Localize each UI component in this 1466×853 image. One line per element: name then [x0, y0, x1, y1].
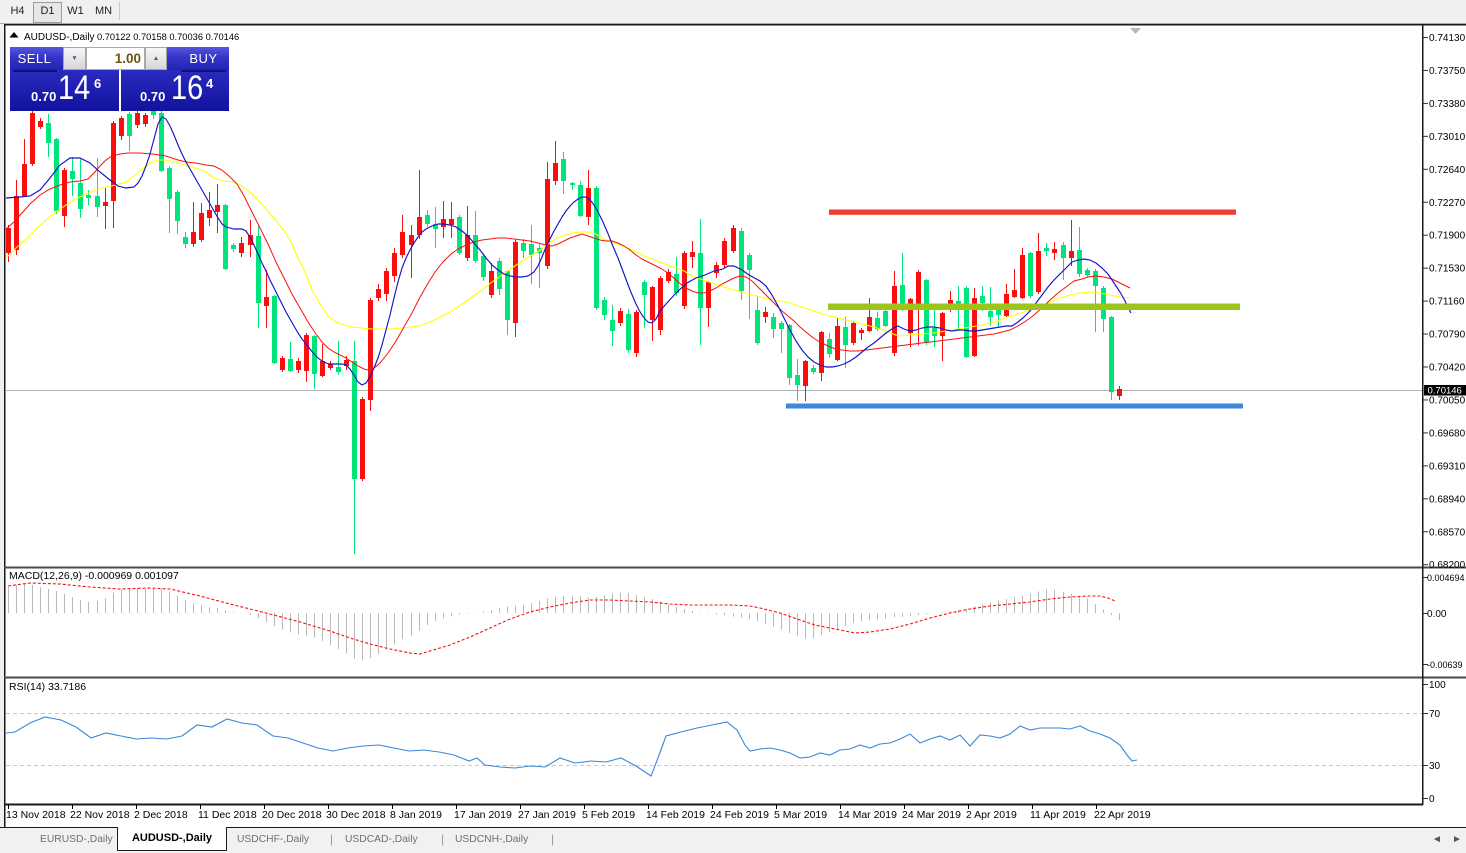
- svg-text:24 Feb 2019: 24 Feb 2019: [710, 809, 769, 821]
- svg-text:0.68940: 0.68940: [1429, 494, 1466, 505]
- svg-text:14 Mar 2019: 14 Mar 2019: [838, 809, 897, 821]
- svg-text:0.70146: 0.70146: [1428, 386, 1462, 397]
- svg-text:0.69680: 0.69680: [1429, 428, 1466, 439]
- svg-text:0: 0: [1429, 794, 1435, 805]
- svg-text:5 Mar 2019: 5 Mar 2019: [774, 809, 827, 821]
- svg-text:0.68570: 0.68570: [1429, 527, 1466, 538]
- svg-text:20 Dec 2018: 20 Dec 2018: [262, 809, 322, 821]
- svg-text:2 Apr 2019: 2 Apr 2019: [966, 809, 1017, 821]
- svg-text:30: 30: [1429, 761, 1441, 772]
- svg-text:0.71160: 0.71160: [1429, 297, 1465, 308]
- svg-text:30 Dec 2018: 30 Dec 2018: [326, 809, 386, 821]
- svg-text:0.004694: 0.004694: [1427, 573, 1465, 583]
- svg-text:0.72640: 0.72640: [1429, 165, 1466, 176]
- svg-text:22 Nov 2018: 22 Nov 2018: [70, 809, 130, 821]
- svg-text:0.00: 0.00: [1427, 609, 1447, 620]
- svg-text:70: 70: [1429, 709, 1441, 720]
- svg-text:0.69310: 0.69310: [1429, 461, 1466, 472]
- svg-text:0.73380: 0.73380: [1429, 99, 1466, 110]
- svg-text:5 Feb 2019: 5 Feb 2019: [582, 809, 635, 821]
- svg-text:0.70790: 0.70790: [1429, 330, 1466, 341]
- svg-text:0.70420: 0.70420: [1429, 363, 1466, 374]
- svg-text:0.73750: 0.73750: [1429, 66, 1466, 77]
- svg-text:100: 100: [1429, 680, 1446, 691]
- svg-text:2 Dec 2018: 2 Dec 2018: [134, 809, 188, 821]
- svg-text:24 Mar 2019: 24 Mar 2019: [902, 809, 961, 821]
- svg-text:22 Apr 2019: 22 Apr 2019: [1094, 809, 1151, 821]
- svg-text:17 Jan 2019: 17 Jan 2019: [454, 809, 512, 821]
- svg-text:0.71900: 0.71900: [1429, 231, 1466, 242]
- svg-text:27 Jan 2019: 27 Jan 2019: [518, 809, 576, 821]
- svg-text:13 Nov 2018: 13 Nov 2018: [6, 809, 66, 821]
- svg-text:0.68200: 0.68200: [1429, 560, 1466, 571]
- svg-text:0.74130: 0.74130: [1429, 33, 1466, 44]
- svg-text:AUDUSD-,Daily: AUDUSD-,Daily: [24, 32, 95, 43]
- svg-text:11 Dec 2018: 11 Dec 2018: [198, 809, 257, 821]
- svg-text:0.73010: 0.73010: [1429, 132, 1466, 143]
- svg-text:MACD(12,26,9) -0.000969 0.0010: MACD(12,26,9) -0.000969 0.001097: [9, 570, 179, 582]
- svg-text:14 Feb 2019: 14 Feb 2019: [646, 809, 705, 821]
- svg-text:0.70122 0.70158 0.70036 0.7014: 0.70122 0.70158 0.70036 0.70146: [97, 32, 239, 42]
- svg-text:0.72270: 0.72270: [1429, 198, 1466, 209]
- svg-text:-0.00639: -0.00639: [1427, 660, 1463, 670]
- svg-text:8 Jan 2019: 8 Jan 2019: [390, 809, 442, 821]
- svg-text:RSI(14) 33.7186: RSI(14) 33.7186: [9, 681, 86, 693]
- svg-text:0.71530: 0.71530: [1429, 264, 1466, 275]
- svg-text:11 Apr 2019: 11 Apr 2019: [1030, 809, 1086, 821]
- svg-text:0.70050: 0.70050: [1429, 395, 1466, 406]
